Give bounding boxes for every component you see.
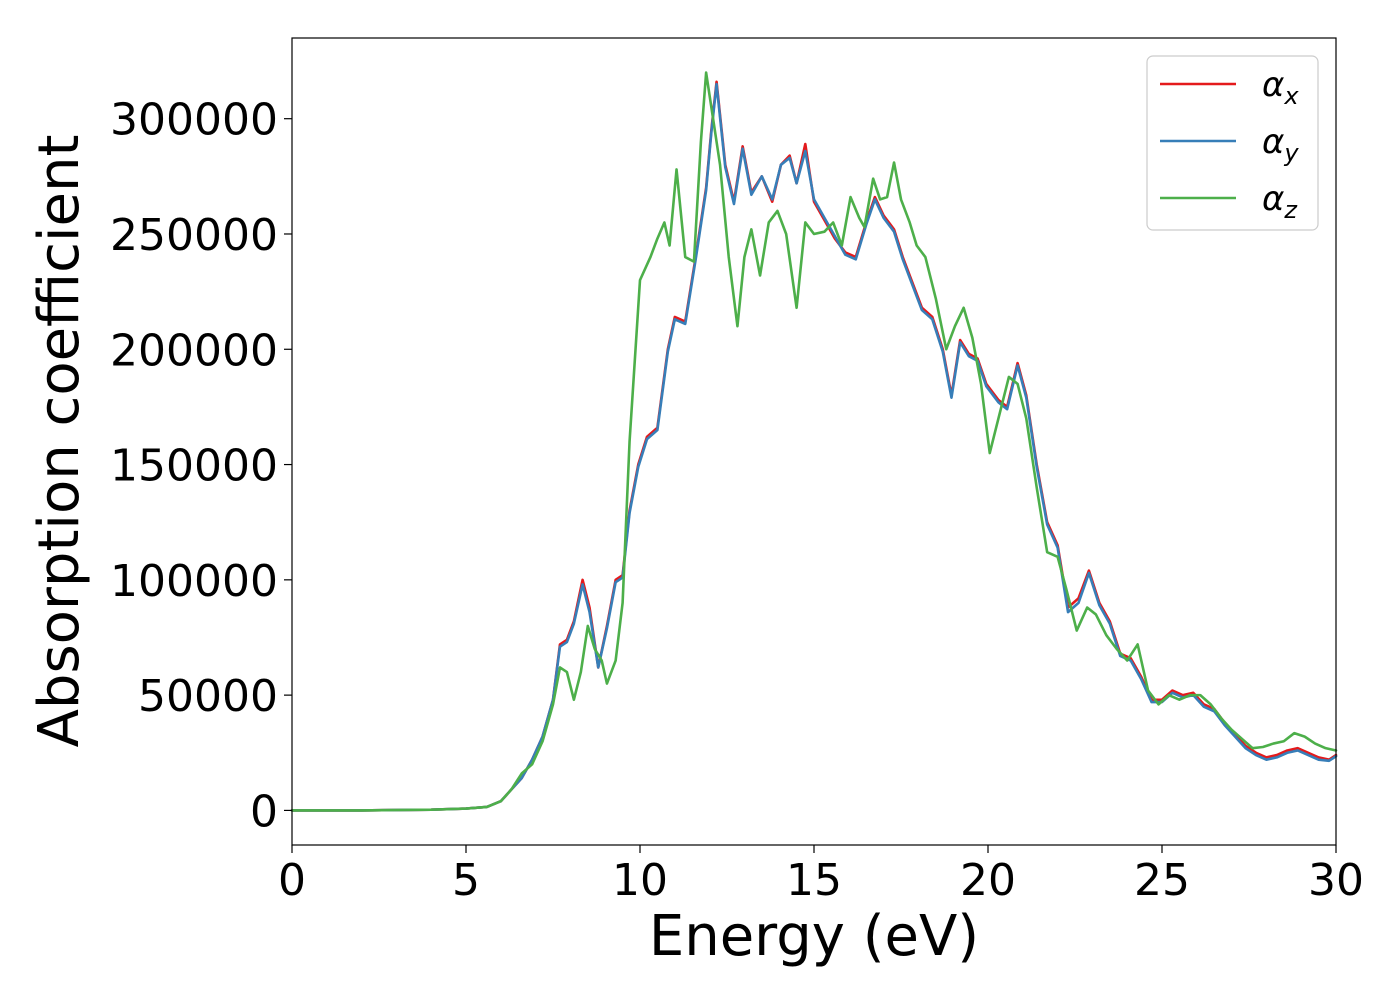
y-tick-label: 100000 <box>110 556 278 607</box>
y-tick-label: 0 <box>250 786 278 837</box>
y-tick-label: 50000 <box>138 671 278 722</box>
legend-label-z: αz <box>1262 179 1298 224</box>
x-tick-label: 30 <box>1308 855 1364 906</box>
y-tick-label: 300000 <box>110 95 278 146</box>
legend-label-y: αy <box>1262 122 1299 167</box>
y-axis-title: Absorption coefficient <box>27 135 92 748</box>
plot-lines <box>290 71 1338 812</box>
x-tick-label: 0 <box>278 855 306 906</box>
x-tick-label: 25 <box>1134 855 1190 906</box>
y-axis-ticks: 0 50000 100000 150000 200000 250000 300000 <box>110 95 292 837</box>
x-tick-label: 10 <box>612 855 668 906</box>
series-line-y <box>290 82 1338 812</box>
y-tick-label: 250000 <box>110 210 278 261</box>
x-tick-label: 15 <box>786 855 842 906</box>
y-tick-label: 150000 <box>110 441 278 492</box>
x-axis-title: Energy (eV) <box>649 904 979 969</box>
x-tick-label: 20 <box>960 855 1016 906</box>
x-axis-ticks: 0 5 10 15 20 25 30 <box>278 845 1364 906</box>
legend-label-x: αx <box>1262 65 1299 110</box>
series-line-z <box>290 71 1338 812</box>
y-tick-label: 200000 <box>110 325 278 376</box>
x-tick-label: 5 <box>452 855 480 906</box>
legend-box <box>1146 55 1319 231</box>
legend: αx αy αz <box>1146 55 1319 231</box>
